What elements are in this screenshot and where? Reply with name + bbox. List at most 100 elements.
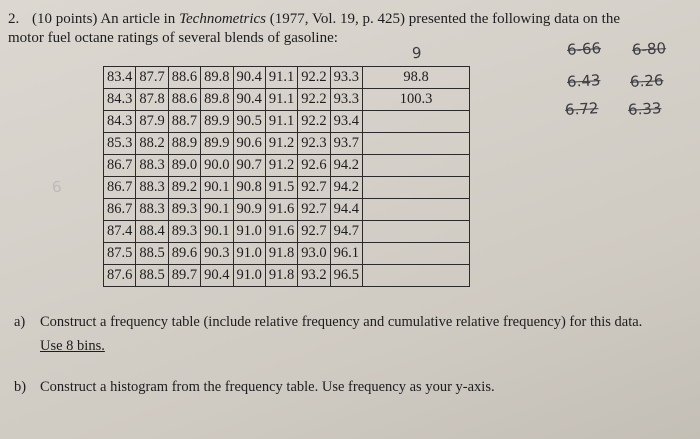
handwritten-note: 6.33 [627, 99, 662, 119]
table-cell: 98.8 [362, 66, 470, 89]
table-cell: 90.4 [232, 66, 266, 89]
table-cell: 88.6 [167, 66, 202, 89]
table-cell: 92.2 [297, 88, 331, 111]
table-cell: 92.2 [297, 110, 331, 133]
table-cell: 87.8 [135, 88, 169, 111]
table-cell: 93.3 [329, 88, 364, 111]
table-cell: 92.6 [297, 154, 331, 177]
question-label: a) [14, 314, 26, 330]
handwritten-note: 6 [51, 177, 63, 197]
table-cell: 90.6 [232, 132, 266, 155]
handwritten-note: 6-66 [566, 39, 602, 59]
table-cell: 94.2 [329, 176, 364, 199]
table-cell: 89.9 [200, 132, 234, 155]
table-cell: 93.2 [297, 264, 331, 287]
table-cell: 93.3 [329, 66, 364, 89]
table-cell: 92.7 [297, 220, 331, 243]
table-cell: 89.9 [200, 110, 234, 133]
table-cell: 90.1 [200, 220, 234, 243]
table-cell: 88.7 [167, 110, 202, 133]
table-cell [362, 154, 470, 177]
handwritten-note: 6.26 [629, 71, 664, 91]
table-cell [362, 132, 470, 155]
table-row: 86.7 88.3 89.2 90.1 90.8 91.5 92.7 94.2 [102, 176, 470, 199]
table-cell: 94.7 [329, 220, 364, 243]
table-cell: 93.4 [329, 110, 364, 133]
table-cell: 88.3 [135, 198, 169, 221]
question-text: Construct a histogram from the frequency… [40, 379, 495, 395]
table-cell: 87.9 [135, 110, 169, 133]
table-cell [362, 176, 470, 199]
table-cell: 94.2 [329, 154, 364, 177]
table-cell: 89.3 [167, 198, 202, 221]
table-cell: 89.2 [167, 176, 202, 199]
table-cell: 86.7 [102, 176, 137, 199]
table-cell: 91.1 [264, 66, 299, 89]
table-cell: 91.0 [232, 242, 266, 265]
table-row: 86.7 88.3 89.3 90.1 90.9 91.6 92.7 94.4 [102, 198, 470, 221]
question: a) Construct a frequency table (include r… [14, 310, 674, 358]
intro-text: (10 points) An article in [32, 11, 176, 27]
table-cell: 90.8 [232, 176, 266, 199]
table-cell: 89.0 [167, 154, 202, 177]
table-cell: 92.3 [297, 132, 331, 155]
table-cell: 93.7 [329, 132, 364, 155]
table-row: 87.4 88.4 89.3 90.1 91.0 91.6 92.7 94.7 [102, 220, 470, 243]
table-cell: 91.0 [232, 264, 266, 287]
table-cell: 86.7 [102, 198, 137, 221]
table-cell: 94.4 [329, 198, 364, 221]
table-cell: 96.1 [329, 242, 364, 265]
table-cell: 100.3 [362, 88, 470, 111]
table-row: 87.6 88.5 89.7 90.4 91.0 91.8 93.2 96.5 [102, 264, 470, 287]
table-cell: 89.8 [200, 88, 234, 111]
question-label: b) [14, 379, 27, 395]
table-cell [362, 264, 470, 287]
table-cell: 88.5 [135, 264, 169, 287]
table-cell: 88.2 [135, 132, 169, 155]
table-cell: 87.4 [102, 220, 137, 243]
table-cell: 90.4 [232, 88, 266, 111]
table-cell: 91.8 [264, 264, 299, 287]
table-cell: 91.5 [264, 176, 299, 199]
problem-intro: 2. (10 points) An article in Technometric… [8, 10, 658, 48]
table-cell [362, 242, 470, 265]
handwritten-note: 6.43 [566, 71, 601, 91]
table-cell: 90.3 [200, 242, 234, 265]
table-cell: 89.3 [167, 220, 202, 243]
table-row: 87.5 88.5 89.6 90.3 91.0 91.8 93.0 96.1 [102, 242, 470, 265]
table-cell: 89.7 [167, 264, 202, 287]
table-cell [362, 110, 470, 133]
table-cell: 88.6 [167, 88, 202, 111]
table-cell: 88.3 [135, 176, 169, 199]
table-cell: 90.4 [200, 264, 234, 287]
table-cell: 90.0 [200, 154, 234, 177]
journal: Technometrics [179, 11, 267, 27]
table-cell: 88.9 [167, 132, 202, 155]
table-cell: 89.6 [167, 242, 202, 265]
data-table: 83.4 87.7 88.6 89.8 90.4 91.1 92.2 93.3 98.8 84.3… [102, 66, 470, 287]
problem-number: 2. [8, 11, 20, 27]
table-cell: 91.1 [264, 110, 299, 133]
table-cell [362, 198, 470, 221]
table-cell: 90.5 [232, 110, 266, 133]
table-cell: 88.3 [135, 154, 169, 177]
handwritten-note: 6.72 [564, 99, 599, 119]
table-cell: 87.5 [102, 242, 137, 265]
table-cell: 84.3 [102, 110, 137, 133]
table-cell: 88.5 [135, 242, 169, 265]
table-cell: 91.8 [264, 242, 299, 265]
question-text: Construct a frequency table (include rel… [40, 314, 643, 330]
table-cell: 85.3 [102, 132, 137, 155]
table-row: 86.7 88.3 89.0 90.0 90.7 91.2 92.6 94.2 [102, 154, 470, 177]
table-cell: 90.1 [200, 198, 234, 221]
table-cell: 86.7 [102, 154, 137, 177]
table-cell: 91.2 [264, 132, 299, 155]
table-cell: 91.0 [232, 220, 266, 243]
table-row: 84.3 87.8 88.6 89.8 90.4 91.1 92.2 93.3 100.3 [102, 88, 470, 111]
intro-text: (1977, Vol. 19, p. 425) presented the fo… [8, 11, 620, 46]
table-row: 85.3 88.2 88.9 89.9 90.6 91.2 92.3 93.7 [102, 132, 470, 155]
table-cell: 92.2 [297, 66, 331, 89]
table-cell [362, 220, 470, 243]
handwritten-note: 6-80 [631, 39, 667, 59]
